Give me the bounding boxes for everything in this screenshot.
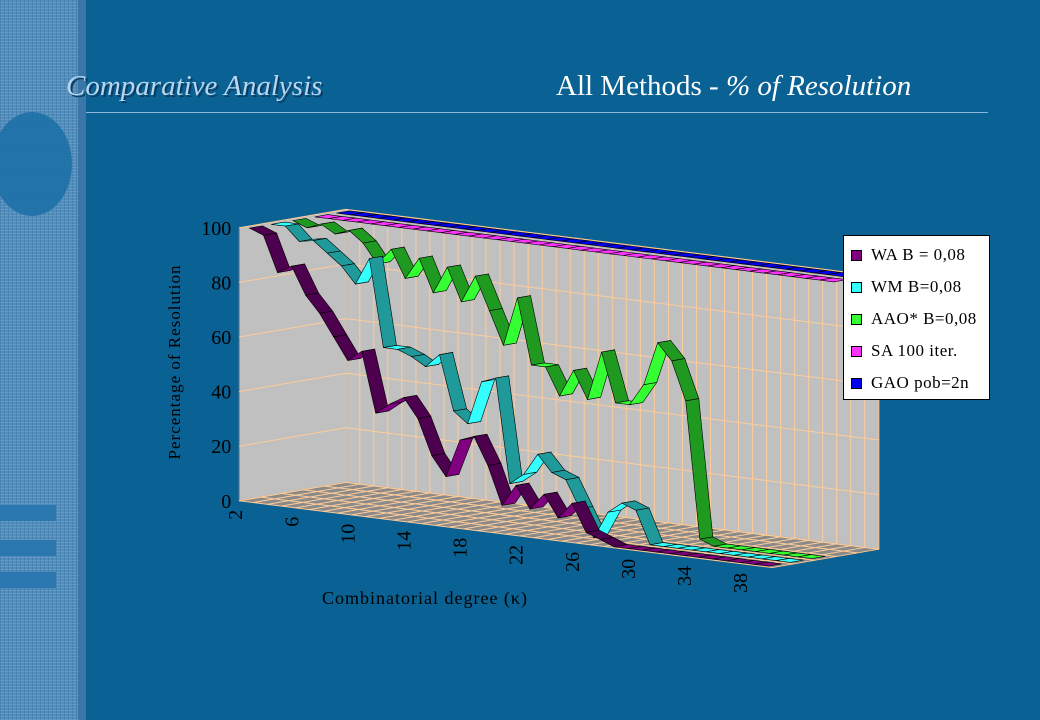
legend-label: WA B = 0,08: [871, 245, 966, 264]
series-sa-100-iter-: [314, 214, 847, 283]
x-tick-label: 6: [281, 517, 303, 527]
x-tick-label: 38: [730, 573, 752, 593]
y-tick-label: 80: [211, 272, 231, 294]
floor-gridline: [463, 510, 571, 530]
floor-gridline: [281, 492, 815, 561]
floor-gridline: [435, 506, 543, 526]
floor-gridline: [239, 500, 773, 569]
x-tick-label: 26: [562, 552, 584, 572]
x-tick-label: 34: [674, 566, 696, 586]
floor-gridline: [365, 497, 473, 518]
floor-gridline: [772, 548, 879, 569]
floor-gridline: [645, 532, 753, 553]
y-tick-labels: 0 20 40 60 80 100: [201, 218, 231, 513]
floor-gridline: [421, 504, 529, 525]
legend-item: WA B = 0,08: [851, 244, 965, 266]
y-gridline: [239, 208, 879, 277]
x-tick-label: 14: [394, 531, 416, 551]
series-wm-b-0-08: [271, 221, 804, 563]
floor-gridline: [575, 524, 683, 544]
title-divider: [86, 112, 988, 113]
x-tick-label: 30: [618, 559, 640, 579]
floor-gridline: [303, 489, 837, 558]
x-tick-label: 22: [506, 545, 528, 565]
legend-swatch: [851, 345, 862, 357]
ribbon-segment: [776, 558, 804, 563]
sidebar-shade: [78, 0, 86, 720]
series-aao-b-0-08: [292, 218, 826, 559]
series-wa-b-0-08: [248, 225, 782, 567]
y-axis-label: Percentage of Resolution: [165, 265, 184, 460]
legend-item: SA 100 iter.: [851, 340, 958, 362]
floor-gridline: [239, 481, 346, 502]
floor-gridline: [253, 483, 360, 504]
legend-label: GAO pob=2n: [871, 373, 970, 392]
floor-gridline: [449, 508, 557, 528]
series-ribbons: [248, 210, 869, 567]
y-tick-label: 20: [211, 436, 231, 458]
floor-gridline: [337, 494, 445, 514]
floor-gridline: [267, 485, 374, 505]
chart-heading: All Methods - % of Resolution: [556, 70, 911, 103]
floor-gridline: [323, 492, 431, 512]
floor-gridline: [281, 487, 388, 507]
series-gao-pob-2n: [336, 210, 869, 279]
legend-label: WM B=0,08: [871, 277, 962, 296]
sidebar-texture: [0, 0, 86, 720]
legend-item: GAO pob=2n: [851, 372, 969, 394]
x-tick-label: 10: [337, 524, 359, 544]
x-axis-label: Combinatorial degree (κ): [322, 588, 528, 609]
legend-item: WM B=0,08: [851, 276, 962, 298]
legend-item: AAO* B=0,08: [851, 308, 977, 330]
y-tick-label: 100: [201, 218, 231, 240]
x-tick-label: 2: [225, 510, 247, 520]
chart-heading-italic: % of Resolution: [725, 70, 912, 102]
legend-label: AAO* B=0,08: [871, 309, 977, 328]
legend-swatch: [851, 281, 862, 293]
floor-gridline: [407, 503, 515, 523]
floor-gridline: [295, 488, 402, 509]
ribbon-segment: [797, 554, 826, 559]
slide-title: Comparative Analysis: [66, 70, 323, 102]
floor-gridline: [393, 501, 501, 521]
y-tick-label: 40: [211, 382, 231, 404]
x-tick-label: 18: [450, 538, 472, 558]
legend-swatch: [851, 313, 862, 325]
floor-gridline: [309, 490, 416, 511]
chart-legend: WA B = 0,08 WM B=0,08 AAO* B=0,08 SA 100 it…: [843, 235, 990, 400]
y-tick-label: 0: [221, 491, 231, 513]
sidebar-stripe: [0, 540, 56, 556]
sidebar-stripe: [0, 572, 56, 588]
floor-gridline: [631, 531, 739, 551]
floor-gridline: [260, 496, 794, 565]
y-tick-label: 60: [211, 327, 231, 349]
ribbon-segment: [754, 561, 782, 567]
legend-label: SA 100 iter.: [871, 341, 958, 360]
sidebar-oval-decoration: [0, 112, 72, 216]
floor-gridline: [351, 495, 459, 516]
sidebar-stripe: [0, 505, 56, 521]
ribbon-segment: [819, 277, 847, 283]
legend-swatch: [851, 377, 862, 389]
floor-gridline: [379, 499, 487, 519]
legend-swatch: [851, 249, 862, 261]
chart-heading-plain: All Methods -: [556, 70, 726, 102]
